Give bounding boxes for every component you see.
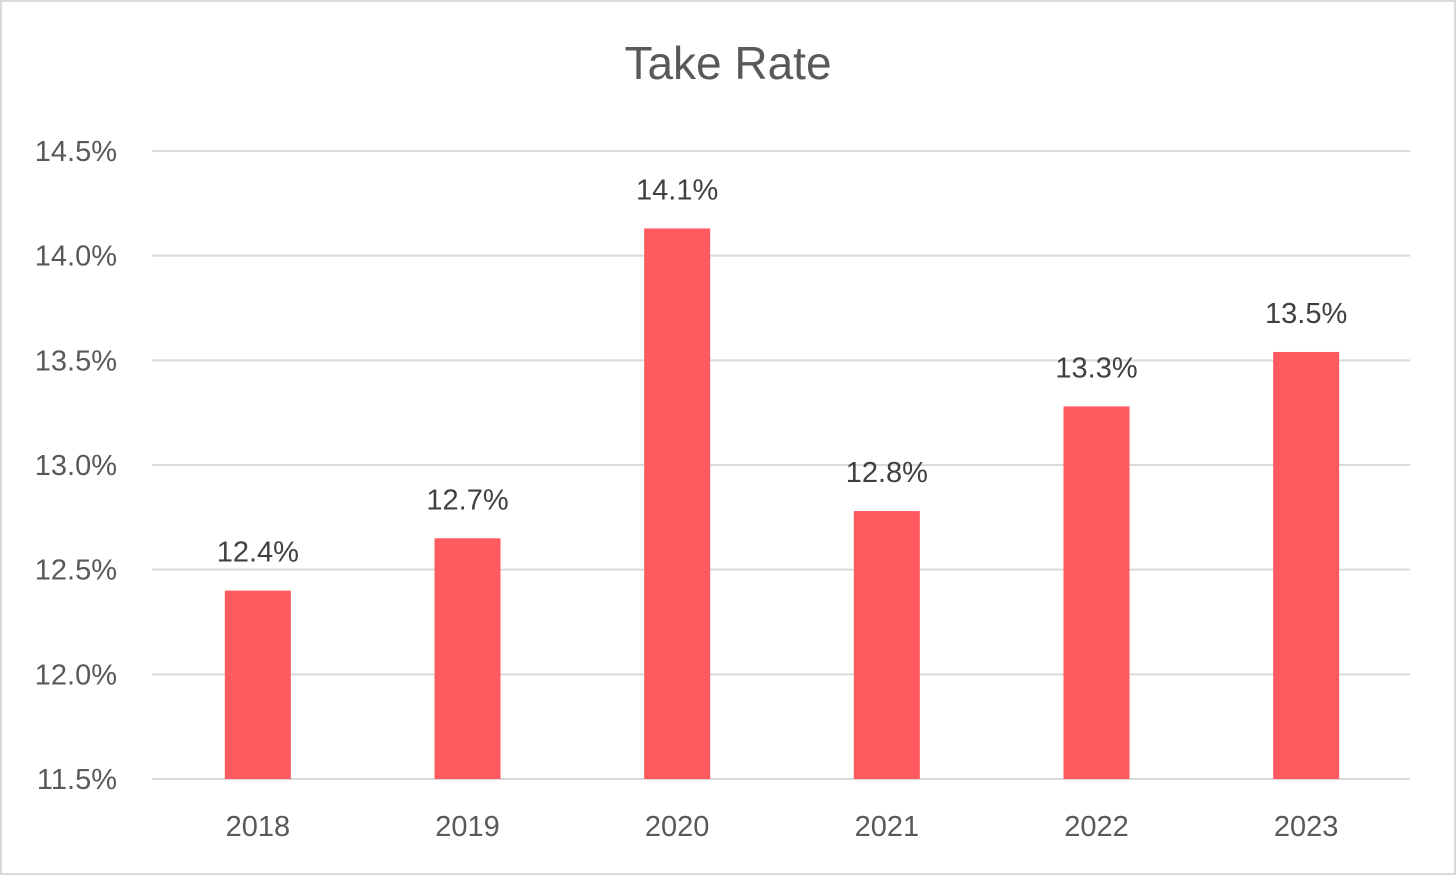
y-tick-label: 13.0% [35, 450, 117, 482]
x-tick-label-2023: 2023 [1274, 811, 1339, 843]
x-tick-label-2019: 2019 [435, 811, 500, 843]
data-label-2020: 14.1% [636, 174, 718, 206]
data-label-2019: 12.7% [426, 484, 508, 516]
data-label-2023: 13.5% [1265, 298, 1347, 330]
bar-2023 [1273, 351, 1340, 779]
x-tick-label-2018: 2018 [226, 811, 291, 843]
data-label-2022: 13.3% [1055, 352, 1137, 384]
y-tick-label: 12.0% [35, 659, 117, 691]
bar-2019 [434, 538, 501, 779]
x-tick-label-2022: 2022 [1064, 811, 1129, 843]
x-tick-label-2020: 2020 [645, 811, 710, 843]
y-tick-label: 14.0% [35, 241, 117, 273]
y-tick-label: 13.5% [35, 345, 117, 377]
bar-2018 [224, 590, 291, 779]
y-tick-label: 11.5% [37, 764, 117, 796]
data-label-2021: 12.8% [846, 457, 928, 489]
bar-2020 [644, 228, 711, 779]
y-tick-label: 14.5% [35, 136, 117, 168]
bar-2022 [1063, 406, 1130, 779]
bar-2021 [853, 511, 920, 779]
data-label-2018: 12.4% [217, 537, 299, 569]
y-tick-label: 12.5% [35, 555, 117, 587]
x-tick-label-2021: 2021 [855, 811, 920, 843]
chart-title: Take Rate [624, 37, 832, 89]
